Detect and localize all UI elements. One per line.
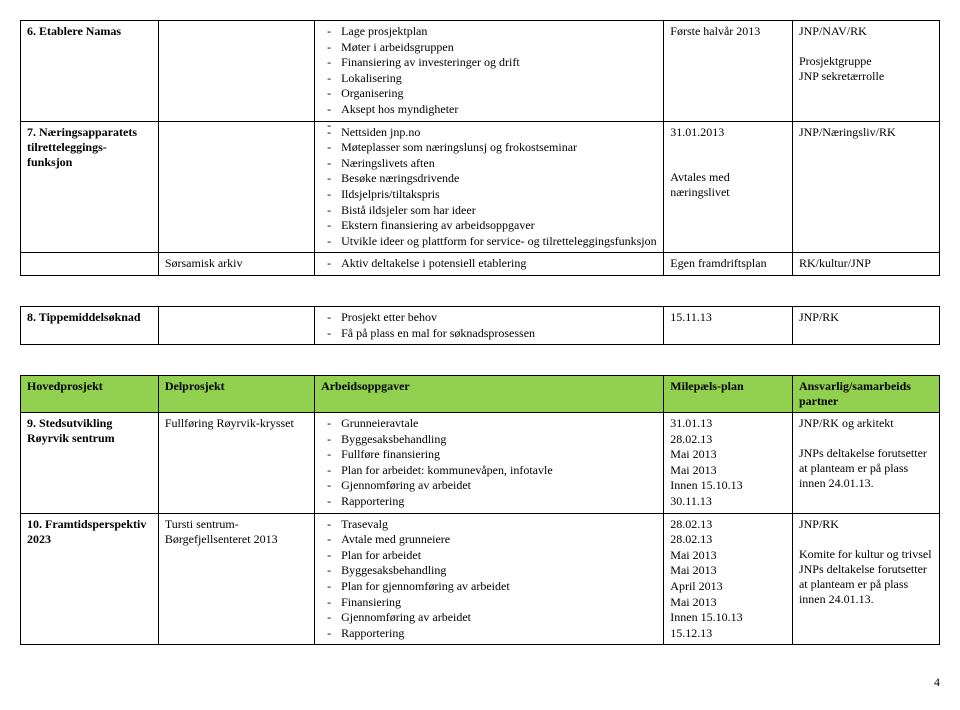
table-row: 6. Etablere Namas Lage prosjektplanMøter …: [21, 21, 940, 122]
cell-arbeidsoppgaver: Lage prosjektplanMøter i arbeidsgruppenF…: [315, 21, 664, 122]
cell-milepaels: 31.01.2013Avtales med næringslivet: [664, 121, 793, 253]
list-item: Nettsiden jnp.no: [321, 125, 657, 141]
table-3-header-row: Hovedprosjekt Delprosjekt Arbeidsoppgave…: [21, 376, 940, 413]
table-3: Hovedprosjekt Delprosjekt Arbeidsoppgave…: [20, 375, 940, 645]
cell-delprosjekt: [158, 306, 314, 344]
cell-delprosjekt: Sørsamisk arkiv: [158, 253, 314, 276]
list-item: Prosjekt etter behov: [321, 310, 657, 326]
cell-delprosjekt: Fullføring Røyrvik-krysset: [158, 413, 314, 514]
cell-hovedprosjekt: 9. Stedsutvikling Røyrvik sentrum: [21, 413, 159, 514]
list-item: Aksept hos myndigheter: [321, 102, 657, 118]
cell-hovedprosjekt: 10. Framtidsperspektiv 2023: [21, 513, 159, 645]
list-item: Byggesaksbehandling: [321, 432, 657, 448]
cell-milepaels: Egen framdriftsplan: [664, 253, 793, 276]
list-item: Besøke næringsdrivende: [321, 171, 657, 187]
list-item: Finansiering: [321, 595, 657, 611]
list-item: Plan for arbeidet: kommunevåpen, infotav…: [321, 463, 657, 479]
list-item: Fullføre finansiering: [321, 447, 657, 463]
table-row: 7. Næringsapparatets tilretteleggings-fu…: [21, 121, 940, 253]
cell-ansvarlig: JNP/RK og arkitektJNPs deltakelse foruts…: [792, 413, 939, 514]
list-item: Ekstern finansiering av arbeidsoppgaver: [321, 218, 657, 234]
list-item: Ildsjelpris/tiltakspris: [321, 187, 657, 203]
list-item: Lage prosjektplan: [321, 24, 657, 40]
list-item: Rapportering: [321, 494, 657, 510]
list-item: Avtale med grunneiere: [321, 532, 657, 548]
hdr-milepaels: Milepæls-plan: [664, 376, 793, 413]
cell-hovedprosjekt: 8. Tippemiddelsøknad: [21, 306, 159, 344]
cell-ansvarlig: RK/kultur/JNP: [792, 253, 939, 276]
cell-ansvarlig: JNP/NAV/RKProsjektgruppeJNP sekretærroll…: [792, 21, 939, 122]
list-item: Utvikle ideer og plattform for service- …: [321, 234, 657, 250]
list-item: Aktiv deltakelse i potensiell etablering: [321, 256, 657, 272]
cell-arbeidsoppgaver: Aktiv deltakelse i potensiell etablering: [315, 253, 664, 276]
list-item: Organisering: [321, 86, 657, 102]
table-row: 10. Framtidsperspektiv 2023Tursti sentru…: [21, 513, 940, 645]
cell-ansvarlig: JNP/Næringsliv/RK: [792, 121, 939, 253]
cell-arbeidsoppgaver: Nettsiden jnp.noMøteplasser som næringsl…: [315, 121, 664, 253]
list-item: Plan for gjennomføring av arbeidet: [321, 579, 657, 595]
list-item: Møteplasser som næringslunsj og frokosts…: [321, 140, 657, 156]
list-item: Næringslivets aften: [321, 156, 657, 172]
list-item: Gjennomføring av arbeidet: [321, 610, 657, 626]
table-1: 6. Etablere Namas Lage prosjektplanMøter …: [20, 20, 940, 276]
list-item: Bistå ildsjeler som har ideer: [321, 203, 657, 219]
cell-ansvarlig: JNP/RKKomite for kultur og trivselJNPs d…: [792, 513, 939, 645]
table-2: 8. Tippemiddelsøknad Prosjekt etter behov…: [20, 306, 940, 345]
cell-arbeidsoppgaver: TrasevalgAvtale med grunneierePlan for a…: [315, 513, 664, 645]
cell-milepaels: 28.02.1328.02.13Mai 2013Mai 2013April 20…: [664, 513, 793, 645]
cell-delprosjekt: Tursti sentrum-Børgefjellsenteret 2013: [158, 513, 314, 645]
hdr-delprosjekt: Delprosjekt: [158, 376, 314, 413]
hdr-ansvarlig: Ansvarlig/samarbeids partner: [792, 376, 939, 413]
cell-milepaels: 15.11.13: [664, 306, 793, 344]
list-item: Møter i arbeidsgruppen: [321, 40, 657, 56]
table-row: 8. Tippemiddelsøknad Prosjekt etter behov…: [21, 306, 940, 344]
list-item: Grunneieravtale: [321, 416, 657, 432]
list-item: Gjennomføring av arbeidet: [321, 478, 657, 494]
hdr-hovedprosjekt: Hovedprosjekt: [21, 376, 159, 413]
list-item: Plan for arbeidet: [321, 548, 657, 564]
cell-hovedprosjekt: 7. Næringsapparatets tilretteleggings-fu…: [21, 121, 159, 253]
cell-delprosjekt: [158, 21, 314, 122]
page-number: 4: [20, 675, 940, 690]
cell-arbeidsoppgaver: GrunneieravtaleByggesaksbehandlingFullfø…: [315, 413, 664, 514]
cell-arbeidsoppgaver: Prosjekt etter behovFå på plass en mal f…: [315, 306, 664, 344]
list-item: Rapportering: [321, 626, 657, 642]
list-item: Trasevalg: [321, 517, 657, 533]
list-item: Finansiering av investeringer og drift: [321, 55, 657, 71]
table-row: Sørsamisk arkiv Aktiv deltakelse i potens…: [21, 253, 940, 276]
cell-hovedprosjekt: [21, 253, 159, 276]
cell-ansvarlig: JNP/RK: [792, 306, 939, 344]
cell-delprosjekt: [158, 121, 314, 253]
list-item: Byggesaksbehandling: [321, 563, 657, 579]
list-item: Få på plass en mal for søknadsprosessen: [321, 326, 657, 342]
cell-hovedprosjekt: 6. Etablere Namas: [21, 21, 159, 122]
table-row: 9. Stedsutvikling Røyrvik sentrumFullfør…: [21, 413, 940, 514]
cell-milepaels: Første halvår 2013: [664, 21, 793, 122]
hdr-arbeidsoppgaver: Arbeidsoppgaver: [315, 376, 664, 413]
list-item: Lokalisering: [321, 71, 657, 87]
cell-milepaels: 31.01.1328.02.13Mai 2013Mai 2013Innen 15…: [664, 413, 793, 514]
